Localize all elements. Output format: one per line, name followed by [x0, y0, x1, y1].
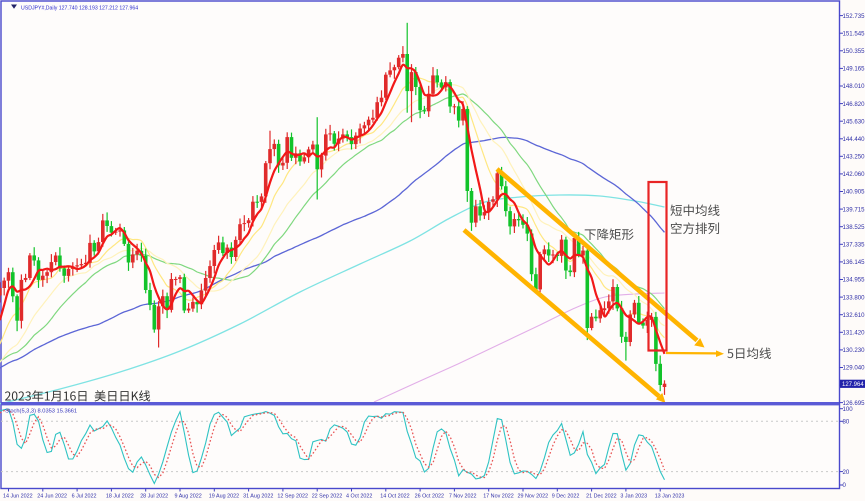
svg-text:146.820: 146.820	[843, 101, 865, 108]
svg-text:139.715: 139.715	[843, 206, 865, 213]
svg-text:20: 20	[843, 469, 850, 476]
svg-text:26 Oct 2022: 26 Oct 2022	[415, 494, 444, 500]
svg-text:USDJPY#,Daily 127.740 128.193: USDJPY#,Daily 127.740 128.193 127.212 12…	[21, 5, 138, 11]
svg-text:7 Nov 2022: 7 Nov 2022	[449, 494, 477, 500]
svg-text:18 Jul 2022: 18 Jul 2022	[106, 494, 134, 500]
svg-text:133.800: 133.800	[843, 294, 865, 301]
svg-text:148.010: 148.010	[843, 83, 865, 90]
svg-text:127.964: 127.964	[842, 382, 864, 388]
svg-text:9 Dec 2022: 9 Dec 2022	[552, 494, 580, 500]
svg-text:138.525: 138.525	[843, 224, 865, 231]
svg-text:132.610: 132.610	[843, 312, 865, 319]
svg-text:6 Jul 2022: 6 Jul 2022	[72, 494, 97, 500]
svg-text:150.355: 150.355	[843, 48, 865, 55]
svg-text:4 Oct 2022: 4 Oct 2022	[346, 494, 372, 500]
svg-text:22 Sep 2022: 22 Sep 2022	[312, 494, 343, 500]
svg-text:14 Jun 2022: 14 Jun 2022	[3, 494, 33, 500]
svg-text:149.165: 149.165	[843, 66, 865, 73]
svg-text:130.230: 130.230	[843, 347, 865, 354]
svg-text:13 Jan 2023: 13 Jan 2023	[655, 494, 685, 500]
svg-text:3 Jan 2023: 3 Jan 2023	[620, 494, 647, 500]
svg-text:145.630: 145.630	[843, 118, 865, 125]
svg-text:136.145: 136.145	[843, 259, 865, 266]
svg-text:29 Nov 2022: 29 Nov 2022	[518, 494, 549, 500]
svg-text:100: 100	[843, 406, 854, 413]
svg-text:137.335: 137.335	[843, 242, 865, 249]
svg-text:31 Aug 2022: 31 Aug 2022	[243, 494, 273, 500]
svg-text:Stoch(5,3,3) 8.0353 15.3661: Stoch(5,3,3) 8.0353 15.3661	[5, 409, 77, 415]
svg-text:126.695: 126.695	[843, 400, 865, 407]
svg-text:131.420: 131.420	[843, 330, 865, 337]
svg-text:140.905: 140.905	[843, 189, 865, 196]
svg-text:19 Aug 2022: 19 Aug 2022	[209, 494, 239, 500]
svg-text:152.735: 152.735	[843, 13, 865, 20]
svg-text:12 Sep 2022: 12 Sep 2022	[277, 494, 308, 500]
svg-text:17 Nov 2022: 17 Nov 2022	[483, 494, 514, 500]
svg-text:151.545: 151.545	[843, 30, 865, 37]
svg-text:80: 80	[843, 419, 850, 426]
svg-text:24 Jun 2022: 24 Jun 2022	[37, 494, 67, 500]
svg-text:129.040: 129.040	[843, 365, 865, 372]
svg-text:134.955: 134.955	[843, 277, 865, 284]
svg-text:9 Aug 2022: 9 Aug 2022	[175, 494, 202, 500]
svg-text:0: 0	[843, 482, 847, 489]
svg-text:142.060: 142.060	[843, 171, 865, 178]
svg-text:14 Oct 2022: 14 Oct 2022	[380, 494, 409, 500]
svg-text:144.440: 144.440	[843, 136, 865, 143]
svg-text:143.250: 143.250	[843, 154, 865, 161]
svg-text:28 Jul 2022: 28 Jul 2022	[140, 494, 168, 500]
svg-text:21 Dec 2022: 21 Dec 2022	[586, 494, 617, 500]
